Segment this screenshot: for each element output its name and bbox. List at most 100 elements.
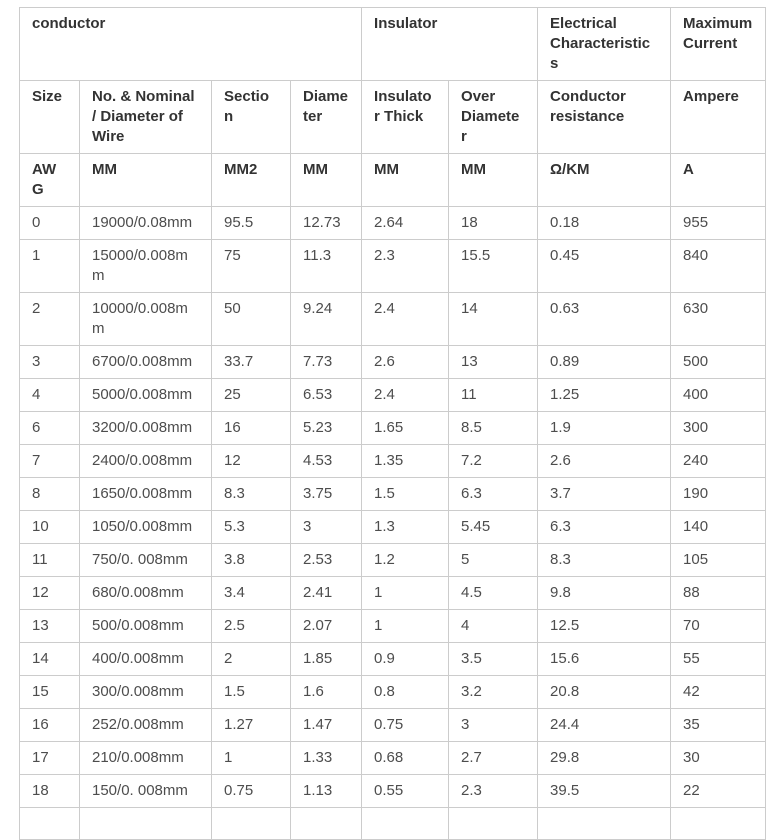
data-cell: 300/0.008mm	[79, 675, 212, 709]
table-row: 1 15000/0.008mm 75 11.3 2.3 15.5 0.45 840	[19, 239, 767, 293]
data-cell: 5.45	[448, 510, 539, 544]
data-cell: 11	[448, 378, 539, 412]
data-cell: 0.9	[361, 642, 450, 676]
data-cell: 1	[19, 239, 80, 293]
column-header-cell: Ampere	[670, 80, 767, 154]
column-header-cell: Insulator Thick	[361, 80, 450, 154]
data-cell: 3.5	[448, 642, 539, 676]
data-cell: 6.3	[448, 477, 539, 511]
data-cell: 7.73	[289, 345, 363, 379]
column-header-cell: Diameter	[289, 80, 363, 154]
data-cell: 33.7	[211, 345, 291, 379]
data-cell: 55	[670, 642, 767, 676]
unit-cell: MM	[289, 153, 363, 207]
data-cell: 0.55	[361, 774, 450, 808]
data-cell: 13	[19, 609, 80, 643]
data-cell: 10000/0.008mm	[79, 292, 212, 346]
data-cell	[79, 807, 212, 840]
unit-cell: MM	[361, 153, 450, 207]
data-cell: 15000/0.008mm	[79, 239, 212, 293]
data-cell: 2.4	[361, 292, 450, 346]
table-row: 11 750/0. 008mm 3.8 2.53 1.2 5 8.3 105	[19, 543, 767, 577]
data-cell: 7	[19, 444, 80, 478]
data-cell: 12.73	[289, 206, 363, 240]
data-cell: 22	[670, 774, 767, 808]
data-cell: 150/0. 008mm	[79, 774, 212, 808]
data-cell: 1.33	[289, 741, 363, 775]
data-cell: 3.4	[211, 576, 291, 610]
data-cell: 2.6	[537, 444, 672, 478]
table-row: 8 1650/0.008mm 8.3 3.75 1.5 6.3 3.7 190	[19, 477, 767, 511]
table-row: 13 500/0.008mm 2.5 2.07 1 4 12.5 70	[19, 609, 767, 643]
data-cell	[289, 807, 363, 840]
data-cell: 19000/0.08mm	[79, 206, 212, 240]
column-header-cell: Conductor resistance	[537, 80, 672, 154]
data-cell: 30	[670, 741, 767, 775]
data-cell: 500	[670, 345, 767, 379]
data-cell: 15.5	[448, 239, 539, 293]
data-cell: 3200/0.008mm	[79, 411, 212, 445]
data-cell: 0.89	[537, 345, 672, 379]
data-cell: 5	[448, 543, 539, 577]
data-cell	[670, 807, 767, 840]
data-cell: 6.53	[289, 378, 363, 412]
data-cell: 1.47	[289, 708, 363, 742]
data-cell: 10	[19, 510, 80, 544]
data-cell: 2400/0.008mm	[79, 444, 212, 478]
data-cell: 630	[670, 292, 767, 346]
data-cell: 11.3	[289, 239, 363, 293]
data-cell: 11	[19, 543, 80, 577]
data-cell: 4.53	[289, 444, 363, 478]
data-cell: 14	[19, 642, 80, 676]
data-cell: 15.6	[537, 642, 672, 676]
table-row: 10 1050/0.008mm 5.3 3 1.3 5.45 6.3 140	[19, 510, 767, 544]
data-cell: 16	[19, 708, 80, 742]
data-cell: 3.7	[537, 477, 672, 511]
column-header-cell: Size	[19, 80, 80, 154]
data-cell: 1.27	[211, 708, 291, 742]
data-cell: 3.75	[289, 477, 363, 511]
data-cell: 5.3	[211, 510, 291, 544]
spec-table: conductor Insulator Electrical Characteris…	[18, 7, 767, 840]
group-header-row: conductor Insulator Electrical Characteris…	[18, 7, 767, 81]
data-cell: 2.6	[361, 345, 450, 379]
data-cell: 3.8	[211, 543, 291, 577]
data-cell: 1	[361, 576, 450, 610]
data-cell: 7.2	[448, 444, 539, 478]
column-header-row: Size No. & Nominal / Diameter of Wire Sect…	[19, 80, 767, 154]
table-row: 7 2400/0.008mm 12 4.53 1.35 7.2 2.6 240	[19, 444, 767, 478]
data-cell: 0.63	[537, 292, 672, 346]
table-row: 17 210/0.008mm 1 1.33 0.68 2.7 29.8 30	[19, 741, 767, 775]
data-cell: 18	[19, 774, 80, 808]
data-cell: 6700/0.008mm	[79, 345, 212, 379]
column-header-cell: No. & Nominal / Diameter of Wire	[79, 80, 212, 154]
data-cell: 955	[670, 206, 767, 240]
data-cell: 1.6	[289, 675, 363, 709]
data-cell: 1.13	[289, 774, 363, 808]
data-cell: 18	[448, 206, 539, 240]
data-cell	[537, 807, 672, 840]
column-header-cell: Over Diameter	[448, 80, 539, 154]
data-cell: 190	[670, 477, 767, 511]
data-cell: 12	[211, 444, 291, 478]
data-cell: 0.75	[361, 708, 450, 742]
data-cell: 210/0.008mm	[79, 741, 212, 775]
data-cell: 1.9	[537, 411, 672, 445]
data-cell: 680/0.008mm	[79, 576, 212, 610]
data-cell: 105	[670, 543, 767, 577]
data-cell: 12.5	[537, 609, 672, 643]
data-cell: 1.25	[537, 378, 672, 412]
data-cell: 2.3	[448, 774, 539, 808]
data-cell: 0	[19, 206, 80, 240]
data-cell: 2.5	[211, 609, 291, 643]
data-cell: 35	[670, 708, 767, 742]
column-header-cell: Section	[211, 80, 291, 154]
data-cell: 0.18	[537, 206, 672, 240]
table-row: 0 19000/0.08mm 95.5 12.73 2.64 18 0.18 955	[19, 206, 767, 240]
data-cell: 4.5	[448, 576, 539, 610]
table-row: 4 5000/0.008mm 25 6.53 2.4 11 1.25 400	[19, 378, 767, 412]
table-row: 15 300/0.008mm 1.5 1.6 0.8 3.2 20.8 42	[19, 675, 767, 709]
data-cell	[361, 807, 450, 840]
data-cell: 5000/0.008mm	[79, 378, 212, 412]
data-cell: 750/0. 008mm	[79, 543, 212, 577]
